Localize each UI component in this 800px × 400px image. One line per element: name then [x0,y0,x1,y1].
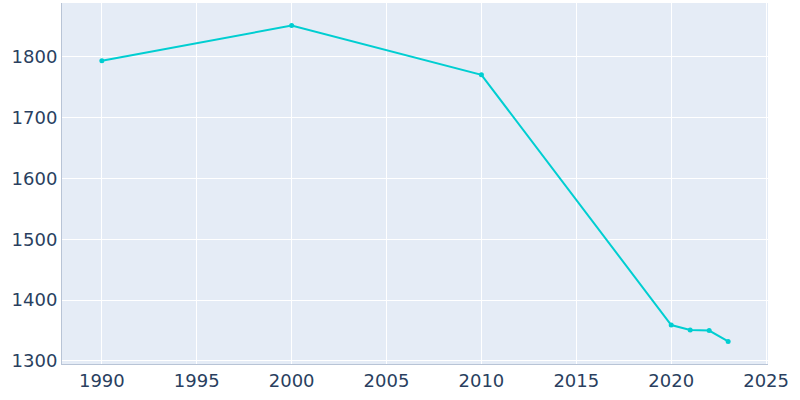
svg-text:1500: 1500 [12,229,58,250]
svg-text:1400: 1400 [12,289,58,310]
svg-text:1600: 1600 [12,168,58,189]
svg-text:2005: 2005 [364,370,410,391]
svg-text:1995: 1995 [174,370,220,391]
svg-text:1700: 1700 [12,107,58,128]
svg-text:1990: 1990 [79,370,125,391]
svg-text:2010: 2010 [459,370,505,391]
svg-text:2020: 2020 [648,370,694,391]
svg-text:2015: 2015 [553,370,599,391]
svg-text:2025: 2025 [743,370,789,391]
svg-text:2000: 2000 [269,370,315,391]
svg-text:1800: 1800 [12,46,58,67]
svg-text:1300: 1300 [12,350,58,371]
